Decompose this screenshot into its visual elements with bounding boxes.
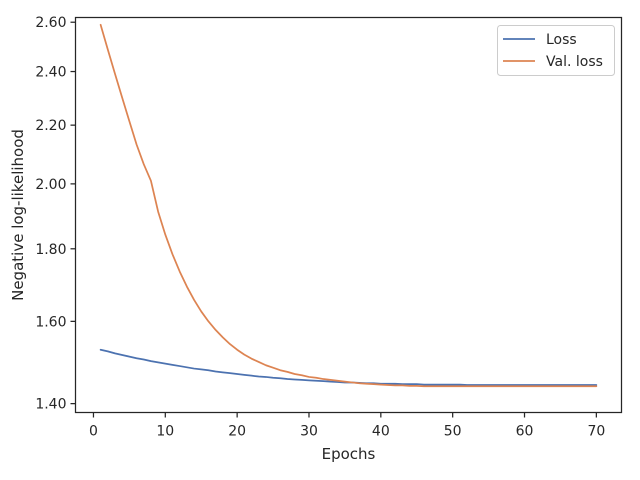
legend-label: Val. loss xyxy=(546,54,603,70)
x-axis-label: Epochs xyxy=(322,445,376,463)
y-axis: 1.40 1.60 1.80 2.00 2.20 2.40 2.60 xyxy=(35,15,76,413)
series-line-loss xyxy=(99,348,598,386)
legend-label: Loss xyxy=(546,32,577,48)
x-tick-label: 70 xyxy=(587,424,605,440)
plot-frame xyxy=(74,16,623,414)
y-tick-label: 1.40 xyxy=(35,397,66,413)
plot-area xyxy=(74,16,623,414)
legend-entries: Loss Val. loss xyxy=(503,32,603,70)
x-tick-label: 60 xyxy=(516,424,534,440)
x-tick-label: 40 xyxy=(372,424,390,440)
y-tick-label: 1.80 xyxy=(35,242,66,258)
series-line-val-loss xyxy=(99,23,598,388)
x-axis: 0 10 20 30 40 50 60 70 xyxy=(89,412,605,440)
x-tick-label: 30 xyxy=(300,424,318,440)
y-tick-label: 2.00 xyxy=(35,177,66,193)
y-tick-label: 1.60 xyxy=(35,314,66,330)
x-tick-label: 50 xyxy=(444,424,462,440)
x-tick-label: 0 xyxy=(89,424,98,440)
legend: Loss Val. loss xyxy=(497,25,615,76)
x-tick-label: 20 xyxy=(228,424,246,440)
y-tick-label: 2.20 xyxy=(35,118,66,134)
series-lines xyxy=(99,23,598,388)
x-tick-label: 10 xyxy=(156,424,174,440)
y-tick-label: 2.40 xyxy=(35,65,66,81)
legend-box xyxy=(497,25,615,76)
y-tick-label: 2.60 xyxy=(35,15,66,31)
y-axis-label: Negative log-likelihood xyxy=(9,129,27,301)
